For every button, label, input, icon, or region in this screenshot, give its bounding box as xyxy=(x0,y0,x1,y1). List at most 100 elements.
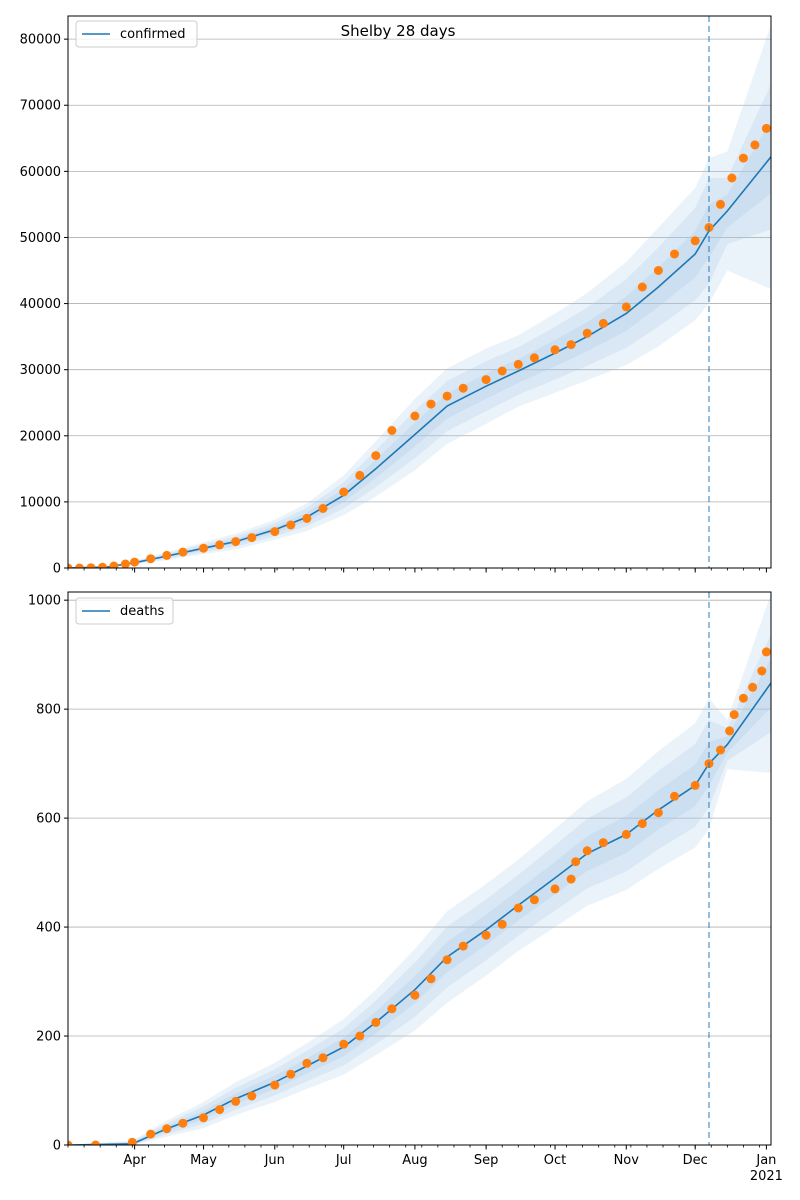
confirmed-data-point xyxy=(120,559,130,568)
confirmed-data-point xyxy=(146,554,156,564)
deaths-y-tick-label: 0 xyxy=(53,1139,61,1154)
deaths-data-point xyxy=(231,1096,241,1106)
deaths-y-tick-label: 800 xyxy=(36,703,61,718)
deaths-data-point xyxy=(286,1069,296,1079)
deaths-data-point xyxy=(757,666,767,676)
deaths-data-point xyxy=(178,1118,188,1128)
deaths-data-point xyxy=(738,693,748,703)
deaths-data-point xyxy=(748,682,758,692)
confirmed-data-point xyxy=(637,282,647,292)
deaths-data-point xyxy=(497,919,507,929)
confirmed-data-point xyxy=(738,153,748,163)
deaths-data-point xyxy=(410,990,420,1000)
confirmed-data-point xyxy=(199,543,208,553)
confirmed-y-tick-label: 70000 xyxy=(20,99,61,114)
confirmed-data-point xyxy=(458,383,468,393)
deaths-data-point xyxy=(215,1105,225,1115)
deaths-data-point xyxy=(598,838,608,848)
deaths-data-point xyxy=(529,895,539,905)
deaths-data-point xyxy=(270,1080,280,1090)
confirmed-y-tick-label: 0 xyxy=(53,562,61,577)
confirmed-data-point xyxy=(318,504,328,513)
deaths-data-point xyxy=(442,955,452,965)
deaths-x-tick-label: Dec xyxy=(683,1153,708,1168)
confirmed-data-point xyxy=(497,366,507,376)
deaths-data-point xyxy=(550,884,560,894)
confirmed-data-point xyxy=(98,562,107,568)
confirmed-data-point xyxy=(355,470,365,480)
deaths-observed-points xyxy=(68,647,771,1145)
confirmed-data-point xyxy=(550,345,560,355)
deaths-data-point xyxy=(729,710,739,720)
confirmed-band-2 xyxy=(68,84,771,568)
deaths-y-tick-label: 400 xyxy=(36,921,61,936)
deaths-data-point xyxy=(716,745,725,755)
confirmed-data-point xyxy=(270,527,280,537)
deaths-data-point xyxy=(247,1091,257,1101)
deaths-data-point xyxy=(458,941,468,951)
confirmed-data-point xyxy=(286,520,296,530)
confirmed-data-point xyxy=(566,340,576,350)
confirmed-data-point xyxy=(690,236,700,246)
confirmed-panel: 0 10000 20000 30000 40000 50000 60000 70000 8000… xyxy=(20,15,772,577)
confirmed-data-point xyxy=(215,540,225,550)
confirmed-data-point xyxy=(670,249,679,259)
deaths-y-tick-label: 1000 xyxy=(28,594,61,609)
confirmed-y-tick-label: 60000 xyxy=(20,165,61,180)
deaths-x-tick-label: May xyxy=(190,1153,217,1168)
confirmed-y-tick-label: 10000 xyxy=(20,495,61,510)
confirmed-data-point xyxy=(231,537,241,547)
deaths-panel: 0 200 400 600 800 1000 Apr May Jun Jul Aug Sep Oct N… xyxy=(28,591,783,1184)
confirmed-data-point xyxy=(178,547,188,557)
confirmed-legend: confirmed xyxy=(75,20,198,48)
deaths-y-ticks: 0 200 400 600 800 1000 xyxy=(28,594,68,1154)
confirmed-data-point xyxy=(75,563,84,568)
confirmed-data-point xyxy=(130,557,140,567)
confirmed-data-point xyxy=(529,353,539,363)
deaths-data-point xyxy=(571,857,581,867)
confirmed-data-point xyxy=(371,451,381,461)
deaths-data-point xyxy=(653,808,663,818)
deaths-x-tick-label: Jan xyxy=(755,1153,776,1168)
confirmed-y-tick-label: 50000 xyxy=(20,231,61,246)
deaths-data-point xyxy=(761,647,771,657)
confirmed-data-point xyxy=(442,391,452,401)
confirmed-uncertainty-bands xyxy=(68,24,771,568)
deaths-data-point xyxy=(68,1140,73,1145)
deaths-data-point xyxy=(566,874,576,884)
deaths-data-point xyxy=(725,726,735,736)
confirmed-data-point xyxy=(582,328,592,338)
deaths-data-point xyxy=(355,1031,365,1041)
confirmed-data-point xyxy=(109,561,119,568)
deaths-data-point xyxy=(481,930,491,940)
deaths-x-tick-label: Aug xyxy=(402,1153,427,1168)
confirmed-data-point xyxy=(598,318,608,328)
deaths-x-tick-label: Jul xyxy=(335,1153,352,1168)
deaths-legend: deaths xyxy=(75,597,174,625)
confirmed-data-point xyxy=(481,375,491,385)
deaths-x-tick-label: Nov xyxy=(614,1153,640,1168)
confirmed-legend-label: confirmed xyxy=(120,27,186,42)
deaths-axes-frame xyxy=(67,591,772,1146)
confirmed-observed-points xyxy=(68,123,771,568)
deaths-legend-box xyxy=(75,597,174,625)
deaths-data-point xyxy=(513,903,523,913)
deaths-data-point xyxy=(582,846,592,856)
confirmed-y-ticks: 0 10000 20000 30000 40000 50000 60000 70000 8000… xyxy=(20,33,68,577)
confirmed-data-point xyxy=(621,302,631,312)
deaths-data-point xyxy=(162,1124,172,1134)
deaths-y-tick-label: 600 xyxy=(36,812,61,827)
figure-title: Shelby 28 days xyxy=(341,22,456,40)
confirmed-data-point xyxy=(727,173,737,183)
confirmed-data-point xyxy=(410,411,420,421)
deaths-uncertainty-bands xyxy=(68,593,771,1145)
deaths-gridlines xyxy=(68,599,771,1037)
deaths-data-point xyxy=(339,1039,349,1049)
confirmed-data-point xyxy=(68,563,73,568)
confirmed-data-point xyxy=(761,123,771,133)
confirmed-band-3 xyxy=(68,24,771,568)
confirmed-data-point xyxy=(426,399,436,409)
confirmed-y-tick-label: 40000 xyxy=(20,297,61,312)
